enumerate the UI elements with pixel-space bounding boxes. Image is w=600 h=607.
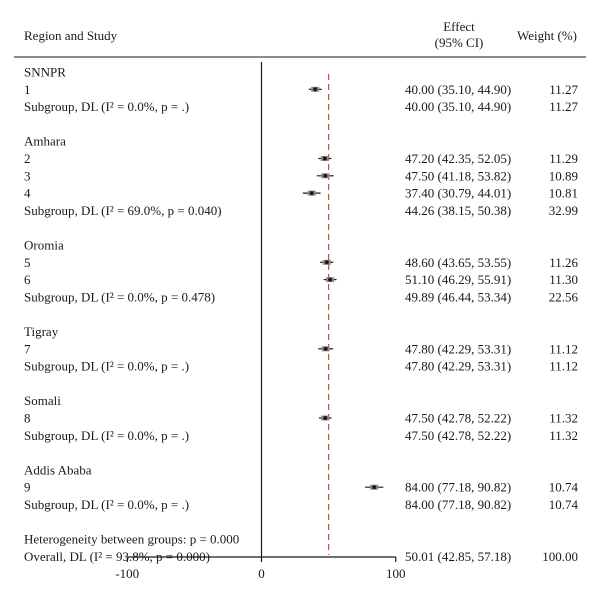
subgroup-label: Subgroup, DL (I² = 0.0%, p = .) <box>24 428 189 443</box>
effect-ci-value: 47.80 (42.29, 53.31) <box>405 359 511 374</box>
plot-marks <box>260 62 384 557</box>
header-weight: Weight (%) <box>517 28 577 43</box>
group-label: Addis Ababa <box>24 462 92 477</box>
point-estimate <box>372 485 377 490</box>
point-estimate <box>322 156 327 161</box>
study-label: 9 <box>24 480 31 495</box>
header-ci: (95% CI) <box>435 35 484 50</box>
study-label: 7 <box>24 341 31 356</box>
effect-ci-value: 40.00 (35.10, 44.90) <box>405 99 511 114</box>
group-label: Oromia <box>24 238 64 253</box>
weight-value: 10.89 <box>549 168 578 183</box>
study-label: 2 <box>24 151 31 166</box>
weight-value: 11.12 <box>549 341 578 356</box>
effect-ci-value: 50.01 (42.85, 57.18) <box>405 549 511 564</box>
study-label: 4 <box>24 186 31 201</box>
point-estimate <box>313 87 318 92</box>
overall-label: Overall, DL (I² = 93.8%, p = 0.000) <box>24 549 210 564</box>
weight-value: 10.74 <box>549 480 579 495</box>
x-tick-label: 100 <box>386 566 406 581</box>
point-estimate <box>323 173 328 178</box>
subgroup-label: Subgroup, DL (I² = 0.0%, p = .) <box>24 99 189 114</box>
group-label: Tigray <box>24 324 59 339</box>
effect-ci-value: 40.00 (35.10, 44.90) <box>405 82 511 97</box>
header-effect: Effect <box>443 19 475 34</box>
weight-value: 11.32 <box>549 411 578 426</box>
x-axis: -100 0 100 <box>115 556 406 581</box>
subgroup-label: Subgroup, DL (I² = 0.0%, p = .) <box>24 497 189 512</box>
weight-value: 11.27 <box>549 82 578 97</box>
weight-value: 10.74 <box>549 497 579 512</box>
weight-value: 11.26 <box>549 255 578 270</box>
effect-ci-value: 47.50 (41.18, 53.82) <box>405 168 511 183</box>
table-header: Region and Study Effect (95% CI) Weight … <box>14 19 586 58</box>
point-estimate <box>328 277 333 282</box>
subgroup-label: Subgroup, DL (I² = 0.0%, p = .) <box>24 359 189 374</box>
effect-ci-value: 84.00 (77.18, 90.82) <box>405 480 511 495</box>
weight-value: 11.30 <box>549 272 578 287</box>
weight-value: 11.12 <box>549 359 578 374</box>
point-estimate <box>324 260 329 265</box>
heterogeneity-label: Heterogeneity between groups: p = 0.000 <box>24 532 239 547</box>
effect-ci-value: 47.80 (42.29, 53.31) <box>405 341 511 356</box>
point-estimate <box>323 346 328 351</box>
study-label: 3 <box>24 168 31 183</box>
group-label: Amhara <box>24 134 66 149</box>
header-study: Region and Study <box>24 28 118 43</box>
weight-value: 11.27 <box>549 99 578 114</box>
effect-ci-value: 48.60 (43.65, 53.55) <box>405 255 511 270</box>
subgroup-label: Subgroup, DL (I² = 69.0%, p = 0.040) <box>24 203 222 218</box>
effect-ci-value: 84.00 (77.18, 90.82) <box>405 497 511 512</box>
weight-value: 100.00 <box>542 549 578 564</box>
group-label: SNNPR <box>24 65 66 80</box>
weight-value: 11.29 <box>549 151 578 166</box>
study-label: 6 <box>24 272 31 287</box>
weight-value: 11.32 <box>549 428 578 443</box>
point-estimate <box>323 416 328 420</box>
effect-ci-value: 49.89 (46.44, 53.34) <box>405 289 511 304</box>
effect-ci-value: 47.50 (42.78, 52.22) <box>405 411 511 426</box>
table-rows: SNNPR 1 40.00 (35.10, 44.90) 11.27 Subgroup,… <box>24 65 579 564</box>
study-label: 8 <box>24 411 31 426</box>
point-estimate <box>309 191 314 196</box>
weight-value: 32.99 <box>549 203 578 218</box>
effect-ci-value: 47.50 (42.78, 52.22) <box>405 428 511 443</box>
group-label: Somali <box>24 393 61 408</box>
x-tick-label: -100 <box>115 566 139 581</box>
study-label: 1 <box>24 82 31 97</box>
weight-value: 10.81 <box>549 186 578 201</box>
effect-ci-value: 47.20 (42.35, 52.05) <box>405 151 511 166</box>
weight-value: 22.56 <box>549 289 579 304</box>
effect-ci-value: 37.40 (30.79, 44.01) <box>405 186 511 201</box>
x-tick-label: 0 <box>258 566 265 581</box>
effect-ci-value: 44.26 (38.15, 50.38) <box>405 203 511 218</box>
subgroup-label: Subgroup, DL (I² = 0.0%, p = 0.478) <box>24 289 215 304</box>
study-label: 5 <box>24 255 31 270</box>
effect-ci-value: 51.10 (46.29, 55.91) <box>405 272 511 287</box>
